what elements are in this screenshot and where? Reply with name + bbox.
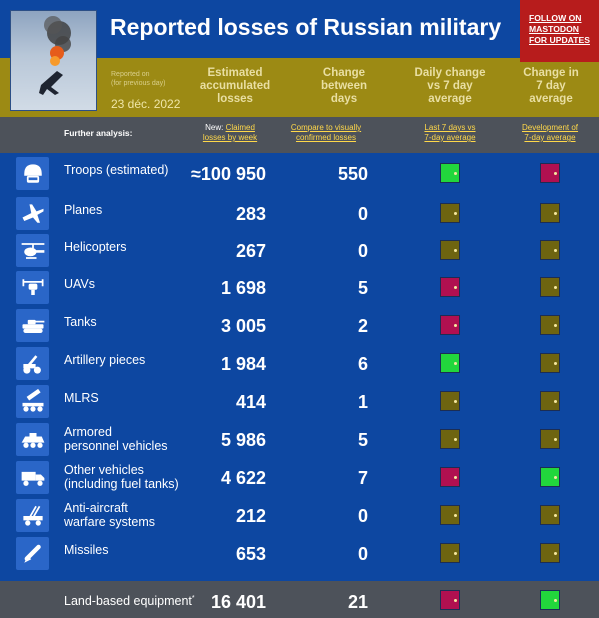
- row-daily-indicator: [440, 353, 460, 373]
- row-change: 1: [357, 392, 368, 412]
- burning-aircraft-photo: [10, 10, 97, 111]
- col-header-estimated: Estimated accumulated losses: [199, 67, 271, 105]
- row-daily-indicator: [440, 429, 460, 449]
- row-change: 7: [357, 468, 368, 488]
- row-trend-indicator: [540, 391, 560, 411]
- row-daily-indicator: [440, 467, 460, 487]
- row-trend-indicator: [540, 240, 560, 260]
- row-trend-indicator: [540, 277, 560, 297]
- col-header-change: Change between days: [320, 67, 367, 105]
- row-label: Tanks: [64, 315, 97, 329]
- row-trend-indicator: [540, 203, 560, 223]
- row-change: 0: [357, 544, 368, 564]
- col-header-change7: Change in 7 day average: [523, 67, 579, 105]
- claimed-losses-link[interactable]: New: Claimed losses by week: [202, 123, 258, 142]
- rocket-launcher-icon: [16, 385, 49, 418]
- row-label: UAVs: [64, 277, 96, 291]
- page-title: Reported losses of Russian military: [110, 14, 502, 40]
- row-total: ≈100 950: [191, 164, 266, 184]
- row-label: Armored personnel vehicles: [64, 425, 168, 453]
- land-equipment-label: Land-based equipment*: [64, 594, 195, 608]
- compare-confirmed-link[interactable]: Compare to visually confirmed losses: [290, 123, 362, 142]
- row-total: 414: [235, 392, 266, 412]
- anti-aircraft-icon: [16, 499, 49, 532]
- apc-icon: [16, 423, 49, 456]
- row-trend-indicator: [540, 543, 560, 563]
- row-total: 1 984: [220, 354, 266, 374]
- land-equipment-total: 16 401: [210, 592, 266, 612]
- row-label: Other vehicles (including fuel tanks): [64, 463, 179, 491]
- row-change: 2: [357, 316, 368, 336]
- row-total: 267: [235, 241, 266, 261]
- row-change: 5: [357, 430, 368, 450]
- row-label: Anti-aircraft warfare systems: [64, 501, 155, 529]
- row-daily-indicator: [440, 315, 460, 335]
- mastodon-badge[interactable]: FOLLOW ON MASTODON FOR UPDATES: [520, 0, 599, 62]
- row-trend-indicator: [540, 505, 560, 525]
- column-header-band: [0, 58, 599, 117]
- footer-band: [0, 581, 599, 618]
- row-change: 5: [357, 278, 368, 298]
- row-trend-indicator: [540, 163, 560, 183]
- land-equipment-change: 21: [347, 592, 368, 612]
- row-total: 212: [235, 506, 266, 526]
- row-total: 283: [235, 204, 266, 224]
- report-date: 23 déc. 2022: [111, 97, 181, 111]
- row-trend-indicator: [540, 315, 560, 335]
- row-change: 0: [357, 506, 368, 526]
- row-trend-indicator: [540, 429, 560, 449]
- row-daily-indicator: [440, 391, 460, 411]
- header-bar: [0, 0, 599, 58]
- row-daily-indicator: [440, 240, 460, 260]
- row-label: Missiles: [64, 543, 109, 557]
- row-total: 3 005: [220, 316, 266, 336]
- reported-on-label: Reported on (for previous day): [111, 71, 166, 87]
- footer-trend-indicator: [540, 590, 560, 610]
- row-trend-indicator: [540, 353, 560, 373]
- row-daily-indicator: [440, 203, 460, 223]
- helicopter-icon: [16, 234, 49, 267]
- row-daily-indicator: [440, 277, 460, 297]
- row-change: 0: [357, 241, 368, 261]
- col-header-daily: Daily change vs 7 day average: [414, 67, 486, 105]
- further-analysis-label: Further analysis:: [64, 128, 133, 138]
- soldier-helmet-icon: [16, 157, 49, 190]
- row-daily-indicator: [440, 163, 460, 183]
- artillery-icon: [16, 347, 49, 380]
- row-label: Artillery pieces: [64, 353, 146, 367]
- row-label: Helicopters: [64, 240, 127, 254]
- row-change: 550: [337, 164, 368, 184]
- row-total: 1 698: [220, 278, 266, 298]
- row-total: 4 622: [220, 468, 266, 488]
- truck-icon: [16, 461, 49, 494]
- footer-daily-indicator: [440, 590, 460, 610]
- row-total: 5 986: [220, 430, 266, 450]
- row-daily-indicator: [440, 505, 460, 525]
- row-change: 0: [357, 204, 368, 224]
- last7-days-link[interactable]: Last 7 days vs 7-day average: [424, 123, 476, 142]
- tank-icon: [16, 309, 49, 342]
- row-label: MLRS: [64, 391, 99, 405]
- development-7day-link[interactable]: Development of 7-day average: [521, 123, 579, 142]
- row-change: 6: [357, 354, 368, 374]
- row-total: 653: [235, 544, 266, 564]
- analysis-band: [0, 117, 599, 153]
- missile-icon: [16, 537, 49, 570]
- row-label: Planes: [64, 203, 103, 217]
- drone-icon: [16, 271, 49, 304]
- plane-icon: [16, 197, 49, 230]
- row-trend-indicator: [540, 467, 560, 487]
- follow-mastodon-link[interactable]: FOLLOW ON MASTODON FOR UPDATES: [529, 13, 590, 45]
- row-label: Troops (estimated): [64, 163, 169, 177]
- row-daily-indicator: [440, 543, 460, 563]
